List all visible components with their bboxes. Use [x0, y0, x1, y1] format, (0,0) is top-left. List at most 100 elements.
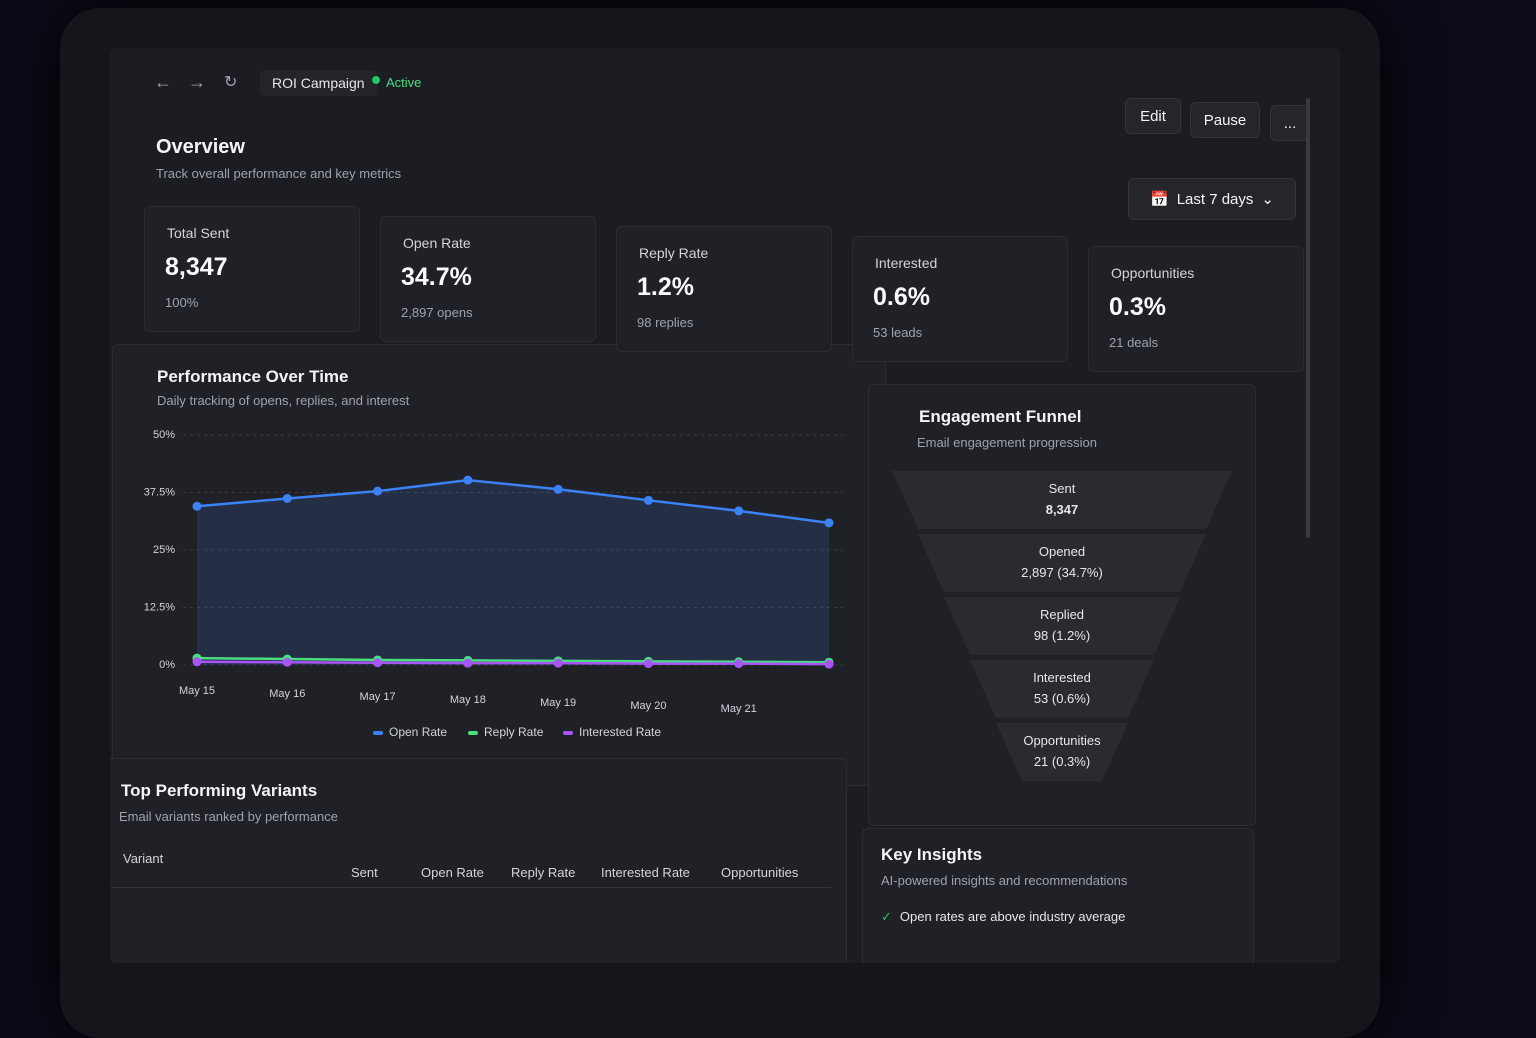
metric-label: Total Sent	[167, 225, 230, 241]
stage-label: Sent	[1048, 481, 1076, 496]
point	[463, 658, 473, 668]
stage-value: 21 (0.3%)	[1033, 754, 1091, 769]
edit-button[interactable]: Edit	[1125, 98, 1181, 134]
funnel-card: Engagement Funnel Email engagement progr…	[868, 384, 1256, 826]
metric-note: 21 deals	[1109, 335, 1159, 350]
y-tick-label: 0%	[159, 659, 175, 671]
insights-subtitle: AI-powered insights and recommendations	[881, 873, 1128, 888]
x-tick-label: May 15	[179, 685, 215, 697]
point	[553, 484, 563, 494]
check-icon: ✓	[881, 909, 892, 924]
funnel-stage: Interested 53 (0.6%)	[970, 660, 1154, 718]
metric-value: 34.7%	[401, 263, 472, 291]
insight-text: Open rates are above industry average	[899, 909, 1126, 924]
point	[734, 506, 744, 516]
chevron: ⌄	[1261, 191, 1274, 208]
performance-subtitle: Daily tracking of opens, replies, and in…	[157, 393, 410, 408]
variants-subtitle: Email variants ranked by performance	[119, 809, 338, 824]
stage-label: Replied	[1039, 607, 1085, 622]
y-tick-label: 50%	[153, 429, 175, 441]
variants-title: Top Performing Variants	[121, 781, 318, 800]
refresh-button[interactable]: ↻	[224, 74, 238, 91]
pause-button[interactable]: Pause	[1190, 102, 1260, 138]
point	[192, 501, 202, 511]
legend-label: Interested Rate	[579, 725, 661, 739]
metric-card: Reply Rate 1.2% 98 replies	[616, 226, 832, 352]
metric-note: 2,897 opens	[401, 305, 473, 320]
overview-title: Overview	[156, 136, 245, 158]
metric-note: 100%	[165, 295, 199, 310]
point	[734, 659, 744, 669]
metric-note: 53 leads	[873, 325, 923, 340]
point	[192, 657, 202, 667]
point	[282, 493, 292, 503]
legend-label: Open Rate	[389, 725, 447, 739]
stage-value: 98 (1.2%)	[1033, 628, 1091, 643]
funnel-stage: Replied 98 (1.2%)	[944, 597, 1180, 655]
stage-value: 53 (0.6%)	[1033, 691, 1091, 706]
metric-value: 0.6%	[873, 283, 930, 311]
overview-subtitle: Track overall performance and key metric…	[156, 166, 402, 181]
back-button[interactable]: ←	[154, 72, 172, 92]
column-header: Opportunities	[721, 865, 799, 880]
y-tick-label: 12.5%	[144, 601, 175, 613]
metric-label: Reply Rate	[639, 245, 709, 261]
metric-value: 1.2%	[637, 273, 694, 301]
point	[282, 657, 292, 667]
x-tick-label: May 18	[450, 694, 486, 706]
point	[643, 495, 653, 505]
scrollbar	[1306, 98, 1310, 538]
point	[824, 518, 834, 528]
screen: ← → ↻ ROI Campaign Active Edit Pause ...…	[110, 48, 1340, 963]
metric-value: 8,347	[165, 253, 228, 281]
column-header: Reply Rate	[511, 865, 576, 880]
stage-value: 8,347	[1045, 502, 1079, 517]
funnel-subtitle: Email engagement progression	[917, 435, 1097, 450]
campaign-name: ROI Campaign	[260, 70, 377, 96]
status-dot	[372, 76, 380, 84]
performance-card: Performance Over Time Daily tracking of …	[112, 344, 886, 786]
metric-label: Interested	[875, 255, 938, 271]
point	[824, 659, 834, 669]
metric-label: Open Rate	[403, 235, 471, 251]
line	[196, 656, 830, 664]
forward-button[interactable]: →	[188, 72, 206, 92]
column-header: Sent	[351, 865, 378, 880]
legend-swatch	[468, 731, 478, 735]
x-tick-label: May 16	[269, 688, 305, 700]
line	[196, 660, 830, 666]
insights-card: Key Insights AI-powered insights and rec…	[862, 828, 1254, 963]
area	[197, 480, 829, 665]
calendar-icon: 📅	[1150, 191, 1169, 208]
date-range-picker[interactable]: 📅 Last 7 days ⌄	[1128, 178, 1296, 220]
x-tick-label: May 17	[360, 691, 396, 703]
column-header: Variant	[123, 851, 164, 866]
header-rule	[111, 887, 831, 888]
date-range: Last 7 days	[1176, 190, 1254, 208]
metric-card: Total Sent 8,347 100%	[144, 206, 360, 332]
more-button[interactable]: ...	[1270, 105, 1310, 141]
y-tick-label: 37.5%	[144, 486, 175, 498]
metric-card: Opportunities 0.3% 21 deals	[1088, 246, 1304, 372]
stage-label: Opened	[1038, 544, 1086, 559]
variants-card: Top Performing Variants Email variants r…	[110, 758, 847, 963]
column-header: Open Rate	[421, 865, 484, 880]
performance-title: Performance Over Time	[157, 367, 349, 386]
metric-label: Opportunities	[1111, 265, 1195, 281]
stage-label: Interested	[1033, 670, 1091, 685]
x-tick-label: May 21	[721, 703, 757, 715]
metric-value: 0.3%	[1109, 293, 1166, 321]
metric-card: Open Rate 34.7% 2,897 opens	[380, 216, 596, 342]
point	[373, 658, 383, 668]
legend-swatch	[373, 731, 383, 735]
point	[553, 658, 563, 668]
status: Active	[386, 75, 422, 90]
insights-title: Key Insights	[881, 845, 983, 864]
line	[196, 478, 830, 525]
point	[463, 475, 473, 485]
point	[643, 659, 653, 669]
point	[373, 486, 383, 496]
funnel-stage: Sent 8,347	[892, 471, 1232, 529]
